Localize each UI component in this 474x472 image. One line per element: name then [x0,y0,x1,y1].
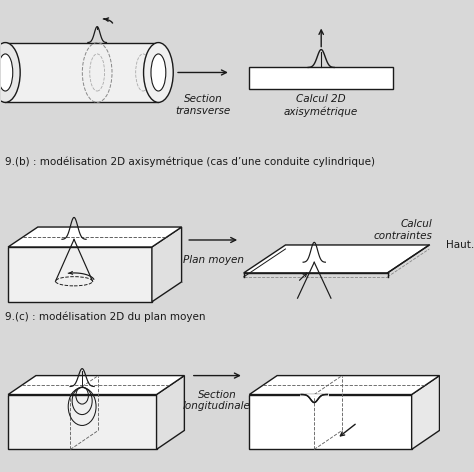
Polygon shape [244,245,429,273]
Polygon shape [249,376,439,395]
Polygon shape [8,376,184,395]
Bar [249,67,393,89]
Text: Plan moyen: Plan moyen [182,255,244,265]
Polygon shape [249,395,411,449]
Text: Haut.: Haut. [446,240,474,250]
Text: Section
transverse: Section transverse [175,94,230,116]
Polygon shape [156,376,184,449]
Ellipse shape [151,54,166,91]
Ellipse shape [0,54,13,91]
Text: Calcul 2D
axisymétrique: Calcul 2D axisymétrique [284,94,358,117]
Polygon shape [152,227,182,302]
Text: Section
longitudinale: Section longitudinale [183,389,251,411]
Ellipse shape [0,42,20,102]
Polygon shape [8,395,156,449]
Text: 9.(c) : modélisation 2D du plan moyen: 9.(c) : modélisation 2D du plan moyen [5,312,206,322]
Ellipse shape [144,42,173,102]
Text: Calcul
contraintes: Calcul contraintes [373,219,432,241]
Text: 9.(b) : modélisation 2D axisymétrique (cas d’une conduite cylindrique): 9.(b) : modélisation 2D axisymétrique (c… [5,156,375,167]
Polygon shape [411,376,439,449]
Polygon shape [8,247,152,302]
Polygon shape [8,227,182,247]
Bar [5,42,158,102]
